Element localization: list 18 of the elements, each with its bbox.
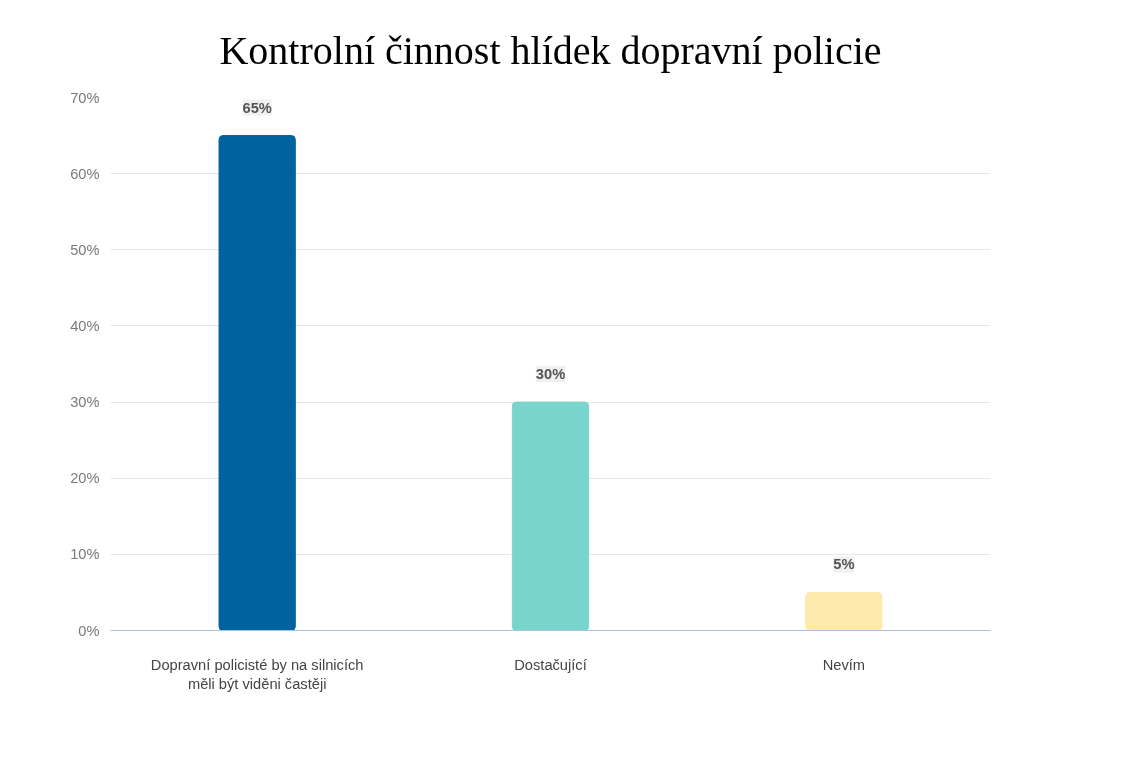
bar [218, 135, 296, 631]
y-tick-label: 40% [70, 317, 100, 334]
bar [511, 401, 590, 631]
y-tick-label: 60% [70, 165, 100, 182]
y-tick-label: 30% [70, 394, 100, 411]
data-label: 5% [833, 556, 855, 573]
x-tick-label: Nevím [822, 656, 866, 673]
y-tick-label: 20% [70, 470, 100, 487]
bar [805, 591, 883, 631]
y-tick-label: 50% [70, 241, 100, 258]
x-tick-label: Dostačující [514, 656, 587, 673]
data-label: 30% [535, 366, 566, 383]
chart-title: Kontrolní činnost hlídek dopravní policie [219, 27, 882, 73]
data-label: 65% [242, 99, 272, 116]
x-tick-label: Dopravní policisté by na silnicích měli být viděni častěji [150, 656, 364, 692]
y-tick-label: 0% [78, 622, 100, 639]
y-tick-label: 10% [70, 546, 100, 563]
y-tick-label: 70% [70, 89, 100, 106]
